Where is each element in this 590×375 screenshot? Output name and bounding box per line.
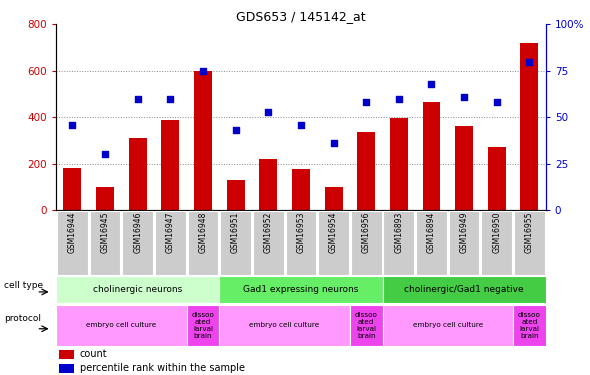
Text: embryo cell culture: embryo cell culture [86,322,156,328]
Point [231,127,240,133]
Text: GSM16945: GSM16945 [100,212,110,254]
Bar [422,102,441,210]
Bar [59,350,74,358]
Text: percentile rank within the sample: percentile rank within the sample [80,363,245,373]
Bar [219,276,382,303]
Bar [382,276,546,303]
Point [460,94,469,100]
Text: cholinergic neurons: cholinergic neurons [93,285,182,294]
Text: embryo cell culture: embryo cell culture [412,322,483,328]
Bar [194,71,212,210]
Bar [449,211,480,275]
Bar [59,364,74,373]
Bar [220,211,251,275]
Bar [90,211,120,275]
Text: GSM16949: GSM16949 [460,212,468,254]
Text: Gad1 expressing neurons: Gad1 expressing neurons [243,285,359,294]
Point [525,58,534,64]
Text: GSM16950: GSM16950 [492,212,502,254]
Bar [351,211,382,275]
Text: GSM16946: GSM16946 [133,212,142,254]
Bar [292,170,310,210]
Bar [384,211,414,275]
Text: GSM16893: GSM16893 [394,212,404,254]
Bar [455,126,473,210]
Bar [488,147,506,210]
Bar [129,138,147,210]
Text: GSM16948: GSM16948 [198,212,208,254]
Bar [513,304,546,346]
Point [296,122,306,128]
Title: GDS653 / 145142_at: GDS653 / 145142_at [236,10,366,23]
Text: cholinergic/Gad1 negative: cholinergic/Gad1 negative [404,285,524,294]
Bar [96,187,114,210]
Point [100,151,110,157]
Text: GSM16952: GSM16952 [264,212,273,254]
Text: GSM16955: GSM16955 [525,212,534,254]
Text: GSM16951: GSM16951 [231,212,240,254]
Text: GSM16954: GSM16954 [329,212,338,254]
Bar [357,132,375,210]
Point [329,140,338,146]
Bar [161,120,179,210]
Text: protocol: protocol [5,314,41,323]
Bar [63,168,81,210]
Point [198,68,208,74]
Text: dissoo
ated
larval
brain: dissoo ated larval brain [518,312,541,339]
Point [492,99,502,105]
Bar [520,43,539,210]
Point [264,109,273,115]
Text: dissoo
ated
larval
brain: dissoo ated larval brain [355,312,378,339]
Bar [481,211,512,275]
Bar [416,211,447,275]
Bar [324,187,343,210]
Bar [390,118,408,210]
Bar [188,211,218,275]
Bar [286,211,316,275]
Text: GSM16947: GSM16947 [166,212,175,254]
Bar [56,276,219,303]
Text: GSM16894: GSM16894 [427,212,436,254]
Bar [57,211,88,275]
Text: dissoo
ated
larval
brain: dissoo ated larval brain [192,312,214,339]
Bar [514,211,545,275]
Point [133,96,142,102]
Text: GSM16953: GSM16953 [296,212,306,254]
Bar [122,211,153,275]
Bar [155,211,186,275]
Bar [350,304,382,346]
Bar [219,304,350,346]
Text: count: count [80,349,107,359]
Point [394,96,404,102]
Bar [186,304,219,346]
Point [427,81,436,87]
Text: GSM16944: GSM16944 [68,212,77,254]
Bar [382,304,513,346]
Bar [318,211,349,275]
Point [362,99,371,105]
Text: cell type: cell type [5,281,44,290]
Text: embryo cell culture: embryo cell culture [250,322,320,328]
Bar [227,180,245,210]
Bar [253,211,284,275]
Bar [56,304,186,346]
Point [68,122,77,128]
Point [166,96,175,102]
Bar [259,159,277,210]
Text: GSM16956: GSM16956 [362,212,371,254]
